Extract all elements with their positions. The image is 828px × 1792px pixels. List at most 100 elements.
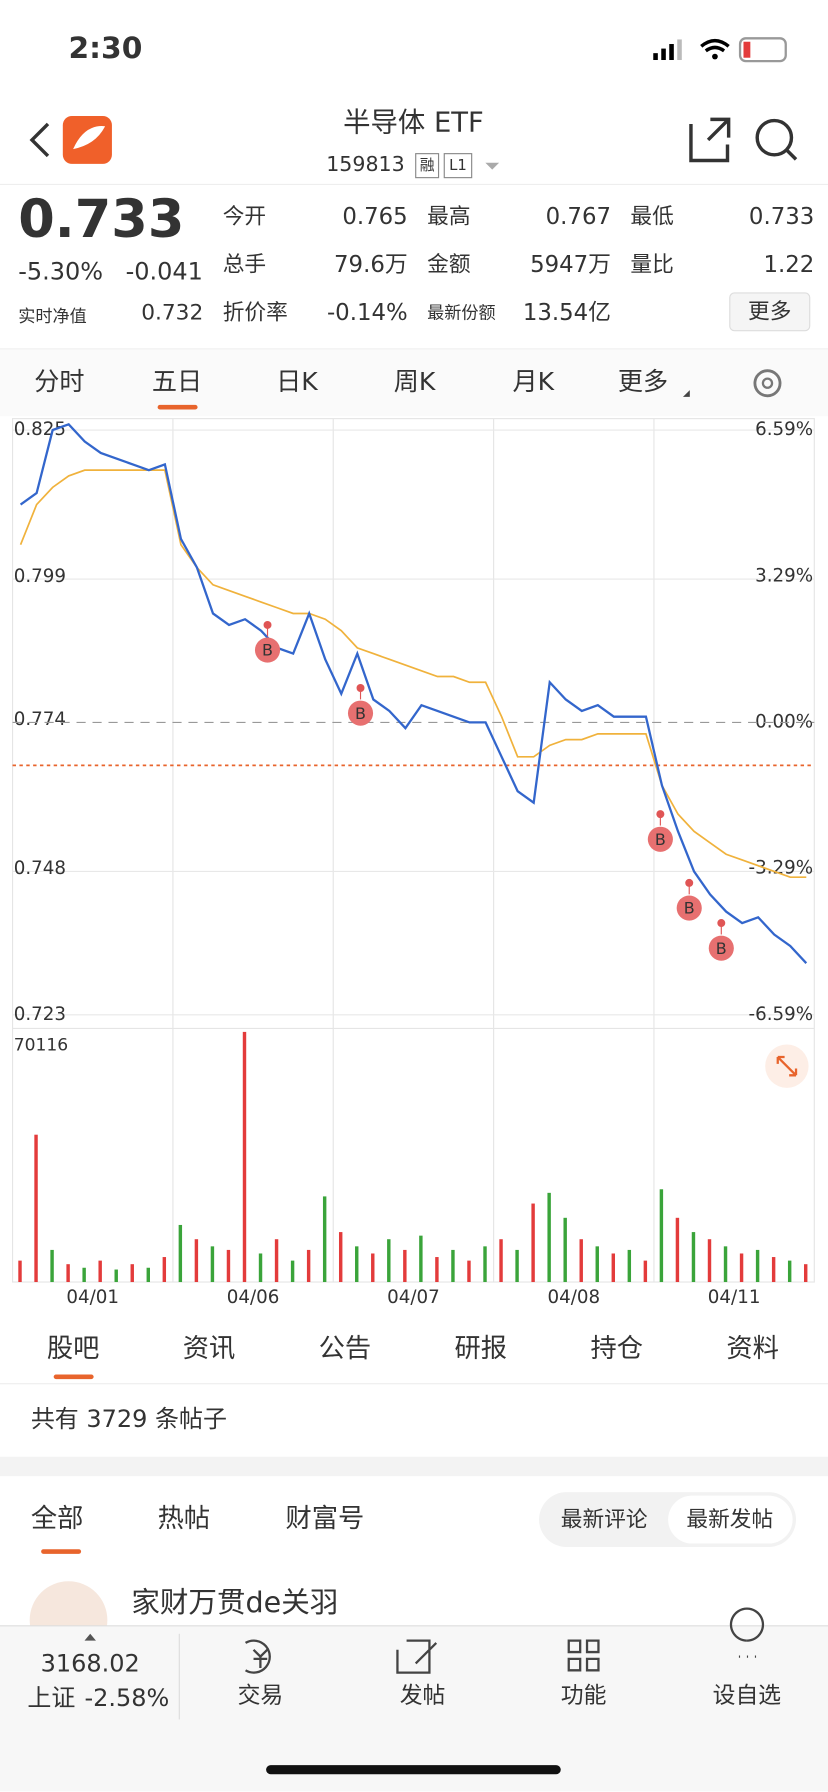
marker-badge — [254, 637, 281, 663]
sort-option[interactable]: 最新发帖 — [686, 1508, 773, 1533]
volume-bar — [451, 1249, 455, 1283]
tab[interactable]: 分时 — [34, 367, 84, 396]
volume-bar — [659, 1189, 664, 1283]
settings[interactable] — [753, 369, 782, 398]
share[interactable] — [689, 117, 731, 163]
y-tick-label: 0.799 — [14, 566, 66, 587]
sort-option[interactable]: 最新评论 — [561, 1508, 648, 1533]
tag-box — [415, 153, 440, 179]
field-label: 最低 — [630, 205, 673, 230]
volume-bar — [371, 1253, 375, 1283]
tab[interactable]: 更多 — [618, 367, 668, 396]
forum-tab[interactable]: 股吧 — [47, 1334, 100, 1364]
nav-icon — [567, 1639, 600, 1672]
volume-bar — [130, 1264, 134, 1283]
bottom-bar — [0, 1625, 828, 1792]
volume-bar — [579, 1239, 583, 1283]
change: -0.041 — [126, 257, 203, 285]
volume-bar — [50, 1249, 54, 1283]
dropdown[interactable] — [485, 162, 500, 170]
volume-tick-label: 70116 — [14, 1036, 68, 1056]
nav-icon — [244, 1639, 271, 1674]
volume-bar — [98, 1260, 102, 1283]
field-label: 今开 — [223, 205, 266, 230]
nav-item[interactable]: 设自选 — [713, 1683, 782, 1709]
y-tick-label: 0.723 — [14, 1004, 66, 1025]
volume-bar — [483, 1246, 487, 1283]
field-label: 最高 — [427, 205, 470, 230]
average-line — [19, 469, 807, 879]
status-time: 2:30 — [69, 31, 143, 66]
volume-bar — [322, 1196, 327, 1283]
volume-bar — [18, 1260, 22, 1283]
tab[interactable]: 月K — [513, 367, 555, 396]
nav-item[interactable]: 功能 — [561, 1683, 607, 1709]
volume-bar — [755, 1249, 760, 1283]
field-value: 0.767 — [546, 204, 611, 230]
field-label: 总手 — [223, 253, 266, 278]
forum-tab[interactable]: 公告 — [319, 1334, 372, 1364]
more-button[interactable] — [729, 292, 811, 332]
nav-item[interactable]: 交易 — [238, 1683, 284, 1709]
volume-bar — [435, 1257, 439, 1283]
volume-bar — [675, 1217, 680, 1283]
index-arrow — [84, 1633, 96, 1641]
tab[interactable]: 周K — [394, 367, 436, 396]
volume-bar — [210, 1246, 215, 1283]
volume-bar — [258, 1253, 263, 1283]
forum-tab[interactable]: 资讯 — [183, 1334, 236, 1364]
subtab[interactable]: 全部 — [31, 1504, 84, 1534]
volume-bar — [178, 1224, 183, 1283]
tag-box — [443, 153, 473, 179]
tag: L1 — [449, 157, 467, 174]
volume-bar — [274, 1239, 279, 1283]
volume-bar — [547, 1192, 551, 1283]
forum-tab[interactable]: 资料 — [726, 1334, 779, 1364]
forum-tab[interactable]: 研报 — [455, 1334, 508, 1364]
volume-bar — [419, 1235, 423, 1283]
price: 0.733 — [18, 189, 184, 250]
marker-label: B — [262, 641, 273, 660]
volume-bar — [194, 1239, 199, 1283]
back[interactable] — [29, 122, 50, 158]
y-tick-label: 0.748 — [14, 858, 66, 879]
tab[interactable]: 五日 — [152, 367, 202, 396]
marker-label: B — [716, 939, 727, 958]
field-label: 量比 — [630, 253, 673, 278]
subtab[interactable]: 热帖 — [158, 1504, 211, 1534]
marker-badge — [647, 826, 673, 852]
nav-icon — [396, 1639, 438, 1674]
volume-bar — [306, 1249, 311, 1283]
volume-bar — [627, 1249, 632, 1283]
nav-item[interactable]: 发帖 — [400, 1683, 446, 1709]
search[interactable] — [755, 118, 798, 161]
y-tick-label: 0.825 — [14, 419, 66, 440]
marker-label: B — [355, 704, 366, 723]
nav: 0.732 — [141, 301, 203, 326]
volume-bar — [611, 1253, 616, 1283]
tag: 融 — [420, 157, 435, 174]
volume-bar — [66, 1264, 70, 1283]
forum-tab[interactable]: 持仓 — [590, 1334, 642, 1364]
marker-badge — [708, 935, 734, 961]
y2-tick-label: -3.29% — [749, 857, 814, 878]
x-tick-label: 04/07 — [387, 1287, 440, 1308]
volume-bar — [691, 1232, 696, 1283]
index-name: 上证 — [27, 1684, 75, 1712]
marker-badge — [676, 895, 702, 921]
sort-active — [668, 1495, 793, 1544]
volume-bar — [499, 1239, 503, 1283]
separator — [0, 1456, 828, 1477]
volume-bar — [515, 1249, 519, 1283]
x-tick-label: 04/08 — [547, 1287, 600, 1308]
subtab[interactable]: 财富号 — [286, 1504, 365, 1534]
volume-bar — [403, 1249, 407, 1283]
tab-bar — [0, 350, 828, 417]
tab[interactable]: 日K — [276, 367, 318, 396]
status-icons — [653, 37, 787, 63]
y2-tick-label: -6.59% — [749, 1004, 814, 1025]
volume-bar — [531, 1203, 535, 1283]
field-label: 金额 — [427, 253, 471, 278]
